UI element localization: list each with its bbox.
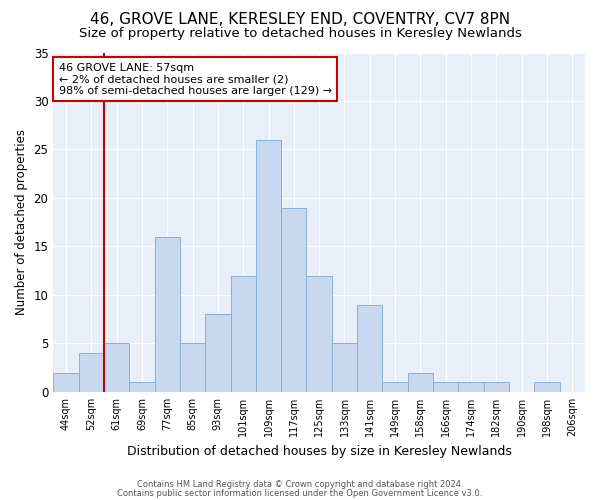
- Bar: [307, 276, 332, 392]
- Bar: [205, 314, 230, 392]
- Y-axis label: Number of detached properties: Number of detached properties: [15, 129, 28, 315]
- Bar: [458, 382, 484, 392]
- Bar: [155, 237, 180, 392]
- Bar: [357, 304, 382, 392]
- Text: Contains HM Land Registry data © Crown copyright and database right 2024.: Contains HM Land Registry data © Crown c…: [137, 480, 463, 489]
- Bar: [281, 208, 307, 392]
- Bar: [408, 372, 433, 392]
- Text: 46 GROVE LANE: 57sqm
← 2% of detached houses are smaller (2)
98% of semi-detache: 46 GROVE LANE: 57sqm ← 2% of detached ho…: [59, 62, 332, 96]
- Bar: [382, 382, 408, 392]
- Bar: [256, 140, 281, 392]
- Bar: [104, 344, 129, 392]
- Bar: [129, 382, 155, 392]
- X-axis label: Distribution of detached houses by size in Keresley Newlands: Distribution of detached houses by size …: [127, 444, 512, 458]
- Bar: [535, 382, 560, 392]
- Bar: [484, 382, 509, 392]
- Bar: [230, 276, 256, 392]
- Text: 46, GROVE LANE, KERESLEY END, COVENTRY, CV7 8PN: 46, GROVE LANE, KERESLEY END, COVENTRY, …: [90, 12, 510, 28]
- Bar: [433, 382, 458, 392]
- Bar: [332, 344, 357, 392]
- Bar: [53, 372, 79, 392]
- Text: Size of property relative to detached houses in Keresley Newlands: Size of property relative to detached ho…: [79, 28, 521, 40]
- Text: Contains public sector information licensed under the Open Government Licence v3: Contains public sector information licen…: [118, 488, 482, 498]
- Bar: [79, 353, 104, 392]
- Bar: [180, 344, 205, 392]
